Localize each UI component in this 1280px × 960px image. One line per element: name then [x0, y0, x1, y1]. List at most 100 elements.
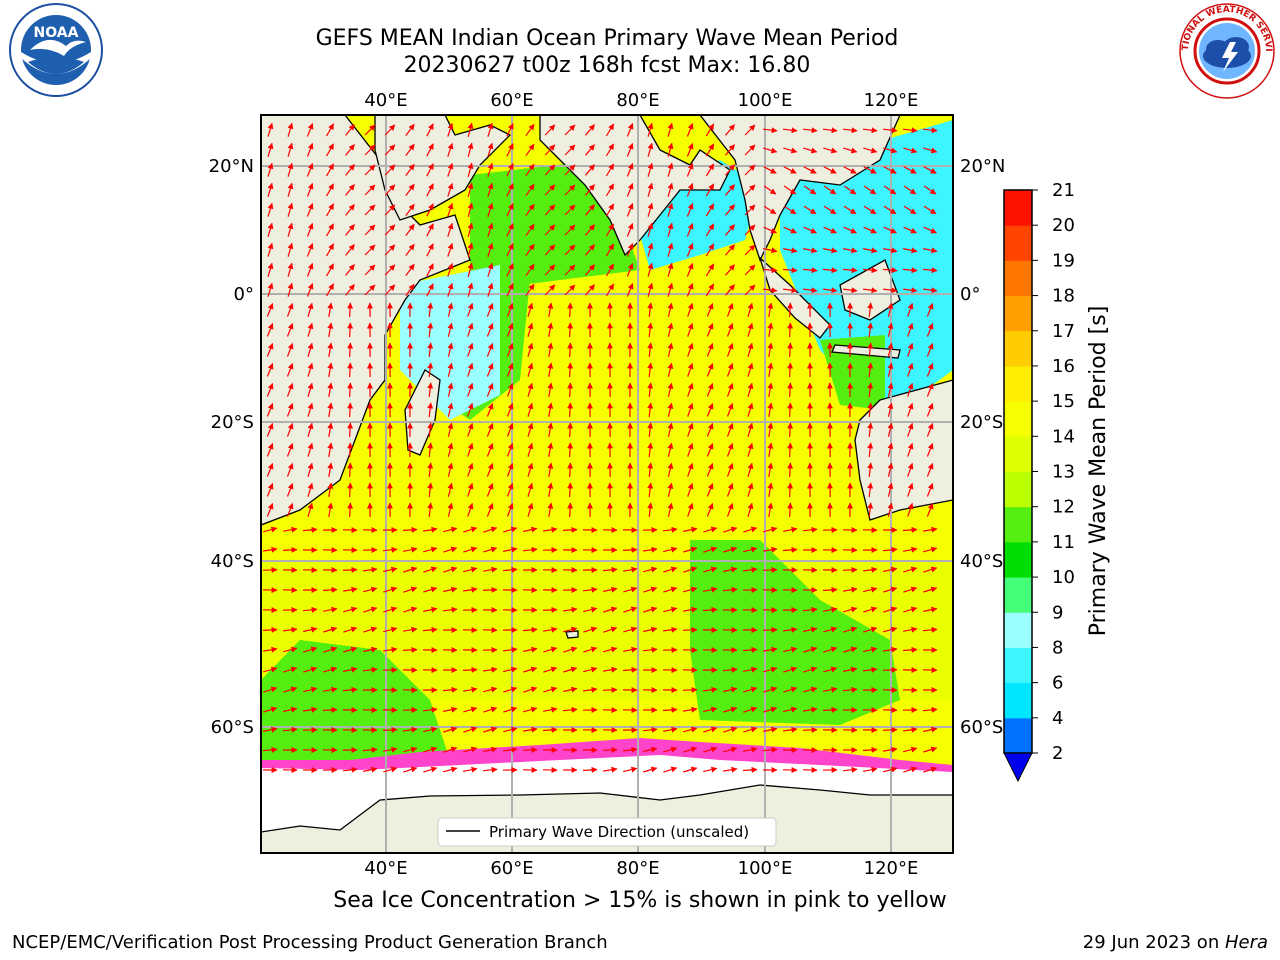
lat-label: 60°S: [960, 717, 1003, 738]
noaa-wordmark: NOAA: [34, 25, 79, 41]
wave-arrow: [486, 382, 494, 397]
wave-arrow: [283, 646, 298, 653]
wave-arrow: [747, 382, 754, 397]
wave-arrow: [487, 202, 494, 217]
wave-arrow: [402, 626, 418, 633]
wave-arrow: [823, 666, 838, 673]
wave-arrow: [544, 264, 556, 276]
wave-arrow: [743, 706, 758, 713]
wave-arrow: [547, 302, 554, 318]
wave-arrow: [483, 726, 498, 733]
wave-arrow: [487, 142, 494, 157]
land-madagascar: [404, 369, 441, 456]
wave-arrow: [643, 606, 658, 613]
wave-arrow: [626, 222, 634, 237]
wave-arrow: [663, 606, 678, 613]
wave-arrow: [822, 127, 838, 134]
wave-arrow: [447, 222, 454, 237]
wave-arrow: [882, 267, 898, 274]
wave-arrow: [585, 204, 595, 216]
wave-arrow: [767, 302, 774, 318]
wave-arrow: [682, 626, 698, 633]
wave-arrow: [427, 342, 434, 358]
wave-arrow: [605, 183, 615, 197]
wave-arrow: [744, 164, 756, 176]
wave-arrow: [347, 402, 354, 418]
wave-arrow: [544, 244, 556, 256]
wave-arrow: [486, 302, 494, 317]
wave-arrow: [403, 586, 418, 593]
wave-arrow: [467, 322, 474, 337]
map-legend: Primary Wave Direction (unscaled): [437, 817, 777, 847]
chart-title: GEFS MEAN Indian Ocean Primary Wave Mean…: [315, 26, 899, 51]
wave-arrow: [506, 502, 514, 517]
wave-arrow: [427, 402, 434, 418]
wave-arrow: [547, 322, 554, 338]
wave-arrow: [567, 382, 574, 398]
wave-arrow: [782, 526, 798, 533]
wave-arrow: [447, 142, 454, 157]
wave-arrow: [423, 586, 438, 593]
wave-arrow: [725, 144, 735, 156]
wave-arrow: [283, 666, 298, 673]
wave-arrow: [582, 586, 598, 593]
wave-arrow: [605, 223, 615, 237]
wave-arrow: [525, 123, 535, 137]
wave-arrow: [262, 626, 278, 633]
wave-arrow: [686, 262, 694, 277]
wave-arrow: [647, 202, 654, 217]
wave-arrow: [802, 606, 818, 613]
wave-arrow: [907, 322, 914, 337]
wave-arrow: [726, 442, 734, 457]
wave-arrow: [922, 127, 938, 134]
colorbar-tick-label: 12: [1052, 497, 1075, 518]
wave-arrow: [487, 262, 494, 277]
wave-arrow: [843, 626, 858, 633]
wave-arrow: [426, 223, 434, 237]
wave-arrow: [322, 706, 338, 713]
wave-arrow: [486, 362, 494, 377]
wave-arrow: [327, 322, 334, 338]
wave-arrow: [543, 646, 558, 653]
wave-arrow: [843, 646, 858, 653]
wave-arrow: [447, 502, 454, 517]
wave-arrow: [263, 526, 278, 533]
wave-arrow: [923, 185, 937, 195]
colorbar-tick-label: 9: [1052, 602, 1063, 623]
wave-arrow: [902, 247, 918, 254]
wave-arrow: [547, 482, 554, 498]
wave-arrow: [287, 122, 294, 137]
wave-arrow: [663, 566, 678, 573]
wave-arrow: [447, 462, 454, 477]
wave-arrow: [887, 422, 894, 437]
colorbar: 2 4 6 8 9 10 11 12 13 14 15 16 17 18 19 20 21: [1003, 180, 1075, 783]
wave-arrow: [483, 706, 498, 713]
colorbar-segment: [1004, 682, 1032, 719]
wave-arrow: [907, 402, 914, 417]
wave-arrow: [822, 586, 838, 593]
wave-arrow: [742, 746, 758, 753]
wave-arrow: [926, 402, 934, 417]
wave-arrow: [602, 566, 618, 573]
wave-arrow: [647, 482, 654, 498]
wave-arrow: [427, 502, 434, 518]
land-india: [539, 115, 731, 257]
footer-date: 29 Jun 2023 on Hera: [1083, 932, 1268, 953]
wave-arrow: [647, 222, 654, 237]
wave-arrow: [762, 626, 778, 633]
wave-arrow: [763, 226, 777, 234]
wave-arrow: [527, 462, 534, 477]
wave-arrow: [647, 462, 654, 478]
colorbar-segment: [1004, 225, 1032, 261]
wave-arrow: [767, 502, 774, 518]
wave-arrow: [382, 726, 398, 733]
wave-arrow: [463, 706, 478, 713]
wave-arrow: [506, 203, 514, 217]
wave-arrow: [622, 566, 638, 573]
wave-arrow: [322, 686, 338, 693]
wave-arrow: [383, 606, 398, 613]
wave-arrow: [306, 142, 314, 157]
wave-arrow: [863, 566, 878, 573]
wave-arrow: [287, 182, 294, 197]
wave-arrow: [762, 247, 778, 254]
